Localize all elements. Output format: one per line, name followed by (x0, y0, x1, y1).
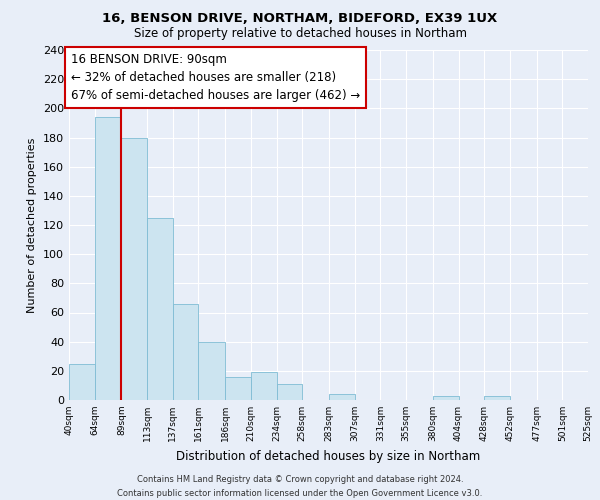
Text: 16, BENSON DRIVE, NORTHAM, BIDEFORD, EX39 1UX: 16, BENSON DRIVE, NORTHAM, BIDEFORD, EX3… (103, 12, 497, 26)
Bar (329, 394, 355, 400)
Bar (433, 396, 458, 400)
X-axis label: Distribution of detached houses by size in Northam: Distribution of detached houses by size … (176, 450, 481, 462)
Y-axis label: Number of detached properties: Number of detached properties (28, 138, 37, 312)
Bar (69, 364, 95, 400)
Bar (484, 396, 510, 400)
Text: 16 BENSON DRIVE: 90sqm
← 32% of detached houses are smaller (218)
67% of semi-de: 16 BENSON DRIVE: 90sqm ← 32% of detached… (71, 53, 361, 102)
Bar (225, 376, 251, 400)
Bar (251, 372, 277, 400)
Bar (95, 117, 121, 400)
Text: Contains HM Land Registry data © Crown copyright and database right 2024.
Contai: Contains HM Land Registry data © Crown c… (118, 476, 482, 498)
Bar (277, 384, 302, 400)
Bar (121, 138, 147, 400)
Bar (199, 342, 225, 400)
Bar (147, 218, 173, 400)
Text: Size of property relative to detached houses in Northam: Size of property relative to detached ho… (133, 28, 467, 40)
Bar (173, 304, 199, 400)
